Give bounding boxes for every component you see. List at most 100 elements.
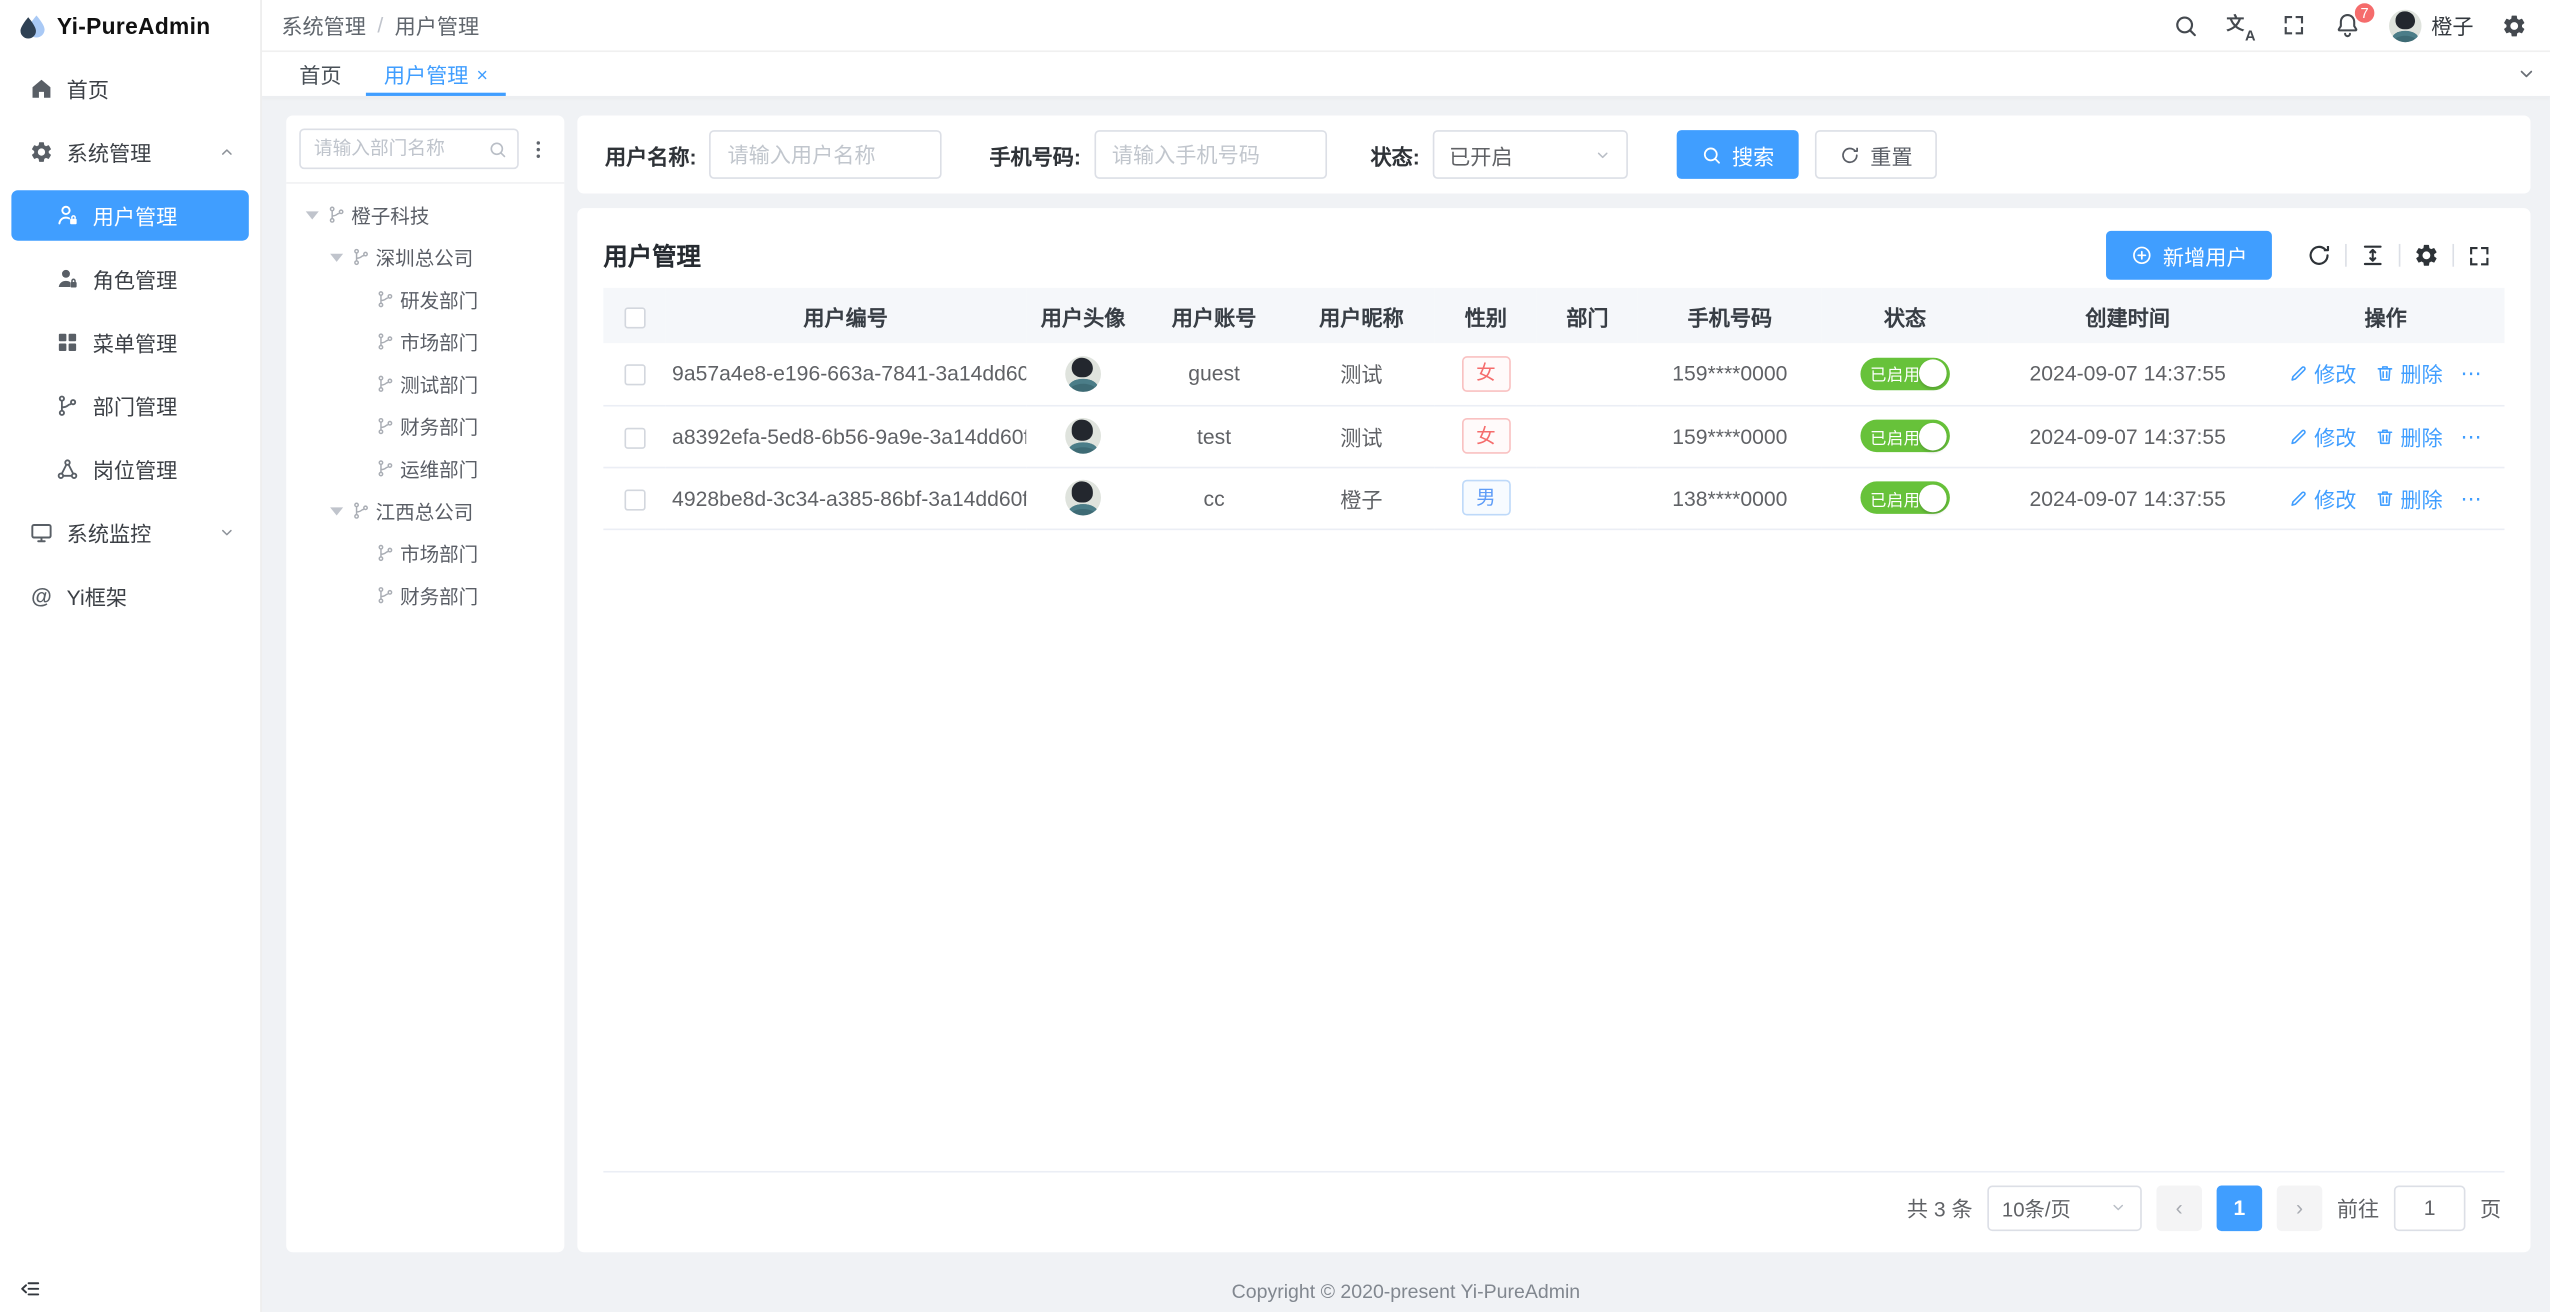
column-header-status: 状态 xyxy=(1821,287,1989,344)
column-header-phone: 手机号码 xyxy=(1638,287,1822,344)
avatar xyxy=(2388,8,2422,42)
gender-tag: 男 xyxy=(1461,479,1511,516)
at-icon: @ xyxy=(31,583,52,609)
row-checkbox[interactable] xyxy=(623,426,646,449)
app-title: Yi-PureAdmin xyxy=(56,13,211,40)
delete-button[interactable]: 删除 xyxy=(2374,482,2443,513)
branch-icon xyxy=(55,394,79,418)
table-fullscreen-button[interactable] xyxy=(2454,243,2504,267)
column-settings-button[interactable] xyxy=(2400,242,2452,268)
fullscreen-icon[interactable] xyxy=(2282,13,2306,37)
table-row[interactable]: 4928be8d-3c34-a385-86bf-3a14dd60f4c6 cc … xyxy=(603,466,2505,530)
sidebar-item-system-management[interactable]: 系统管理 xyxy=(11,127,248,177)
cell-dept xyxy=(1536,404,1639,468)
notification-bell[interactable]: 7 xyxy=(2334,1,2376,39)
more-actions-button[interactable]: ⋯ xyxy=(2460,361,2484,386)
table-row[interactable]: 9a57a4e8-e196-663a-7841-3a14dd60f4ca gue… xyxy=(603,343,2505,406)
table-row[interactable]: a8392efa-5ed8-6b56-9a9e-3a14dd60f4c8 tes… xyxy=(603,404,2505,468)
page-number-button[interactable]: 1 xyxy=(2216,1184,2263,1231)
sidebar-item-home[interactable]: 首页 xyxy=(11,63,248,113)
breadcrumb: 系统管理 / 用户管理 xyxy=(281,10,479,41)
department-search-input[interactable] xyxy=(310,137,482,161)
branch-icon xyxy=(327,205,347,225)
sidebar-item-system-monitor[interactable]: 系统监控 xyxy=(11,507,248,557)
plus-circle-icon xyxy=(2130,244,2153,267)
refresh-table-button[interactable] xyxy=(2293,242,2345,268)
caret-down-icon[interactable] xyxy=(327,501,347,521)
search-button[interactable]: 搜索 xyxy=(1676,130,1799,179)
right-column: 用户名称: 手机号码: 状态: 已开启 xyxy=(577,115,2531,1253)
edit-button[interactable]: 修改 xyxy=(2288,420,2356,451)
status-toggle[interactable]: 已启用 xyxy=(1860,481,1950,514)
sidebar-item-dept-management[interactable]: 部门管理 xyxy=(11,381,248,431)
close-tab-icon[interactable]: × xyxy=(476,62,488,86)
settings-gear-icon[interactable] xyxy=(2501,12,2527,38)
caret-down-icon[interactable] xyxy=(302,205,322,225)
edit-button[interactable]: 修改 xyxy=(2288,482,2356,513)
cell-account: guest xyxy=(1140,343,1288,406)
more-actions-button[interactable]: ⋯ xyxy=(2460,485,2484,510)
sidebar-item-menu-management[interactable]: 菜单管理 xyxy=(11,317,248,367)
branch-icon xyxy=(376,289,396,309)
sidebar-collapse-button[interactable] xyxy=(18,1277,42,1301)
tree-node-branch[interactable]: 深圳总公司 xyxy=(296,236,555,278)
row-checkbox[interactable] xyxy=(623,364,646,386)
cell-user-id: a8392efa-5ed8-6b56-9a9e-3a14dd60f4c8 xyxy=(665,404,1026,468)
search-icon[interactable] xyxy=(2173,12,2199,38)
tree-node-dept[interactable]: 市场部门 xyxy=(296,320,555,362)
prev-page-button[interactable]: ‹ xyxy=(2156,1184,2202,1231)
divider xyxy=(286,182,565,184)
phone-input[interactable] xyxy=(1093,130,1327,179)
select-all-checkbox[interactable] xyxy=(623,306,646,328)
tab-user-management[interactable]: 用户管理 × xyxy=(363,52,509,96)
sidebar-item-role-management[interactable]: 角色管理 xyxy=(11,254,248,304)
goto-page-input[interactable] xyxy=(2393,1184,2466,1231)
sidebar-item-user-management[interactable]: 用户管理 xyxy=(11,190,249,241)
tree-node-dept[interactable]: 研发部门 xyxy=(296,278,555,320)
row-checkbox[interactable] xyxy=(623,488,646,510)
grid-icon xyxy=(55,330,79,354)
user-menu[interactable]: 橙子 xyxy=(2388,8,2474,42)
status-select[interactable]: 已开启 xyxy=(1432,130,1628,179)
status-toggle[interactable]: 已启用 xyxy=(1860,419,1950,453)
tab-menu-button[interactable] xyxy=(2501,52,2550,96)
sidebar-item-yi-framework[interactable]: @ Yi框架 xyxy=(31,583,127,610)
username-input[interactable] xyxy=(709,130,943,179)
page-footer: Copyright © 2020-present Yi-PureAdmin xyxy=(262,1268,2550,1312)
tree-more-button[interactable] xyxy=(525,134,551,163)
column-header-gender: 性别 xyxy=(1435,287,1537,344)
column-header-nickname: 用户昵称 xyxy=(1287,287,1436,344)
add-user-button[interactable]: 新增用户 xyxy=(2106,230,2272,280)
translate-icon[interactable]: 文 A xyxy=(2226,13,2256,44)
column-header-dept: 部门 xyxy=(1536,287,1639,344)
chevron-up-icon xyxy=(218,143,236,161)
tree-node-dept[interactable]: 财务部门 xyxy=(296,574,555,616)
sidebar-item-post-management[interactable]: 岗位管理 xyxy=(11,444,248,494)
edit-button[interactable]: 修改 xyxy=(2288,358,2356,389)
tree-node-dept[interactable]: 市场部门 xyxy=(296,532,555,574)
tree-node-dept[interactable]: 财务部门 xyxy=(296,405,555,447)
delete-button[interactable]: 删除 xyxy=(2374,420,2443,451)
status-toggle[interactable]: 已启用 xyxy=(1860,357,1950,390)
caret-down-icon[interactable] xyxy=(327,247,347,267)
row-density-button[interactable] xyxy=(2347,242,2399,268)
tree-node-dept[interactable]: 运维部门 xyxy=(296,447,555,489)
table-toolbar xyxy=(2293,242,2504,268)
breadcrumb-item[interactable]: 系统管理 xyxy=(281,14,366,40)
branch-icon xyxy=(376,585,396,605)
branch-icon xyxy=(351,501,371,521)
cell-nickname: 测试 xyxy=(1287,404,1436,468)
refresh-icon xyxy=(2306,242,2332,268)
tab-home[interactable]: 首页 xyxy=(299,63,342,88)
logo-row[interactable]: Yi-PureAdmin xyxy=(0,0,260,52)
more-actions-button[interactable]: ⋯ xyxy=(2460,423,2484,449)
reset-button[interactable]: 重置 xyxy=(1815,130,1938,179)
user-table-card: 用户管理 新增用户 xyxy=(577,208,2531,1253)
page-size-select[interactable]: 10条/页 xyxy=(1987,1184,2142,1231)
delete-button[interactable]: 删除 xyxy=(2374,358,2443,389)
next-page-button[interactable]: › xyxy=(2276,1184,2323,1231)
tree-node-dept[interactable]: 测试部门 xyxy=(296,363,555,405)
tree-node-company[interactable]: 橙子科技 xyxy=(296,194,555,236)
tree-node-branch[interactable]: 江西总公司 xyxy=(296,490,555,532)
